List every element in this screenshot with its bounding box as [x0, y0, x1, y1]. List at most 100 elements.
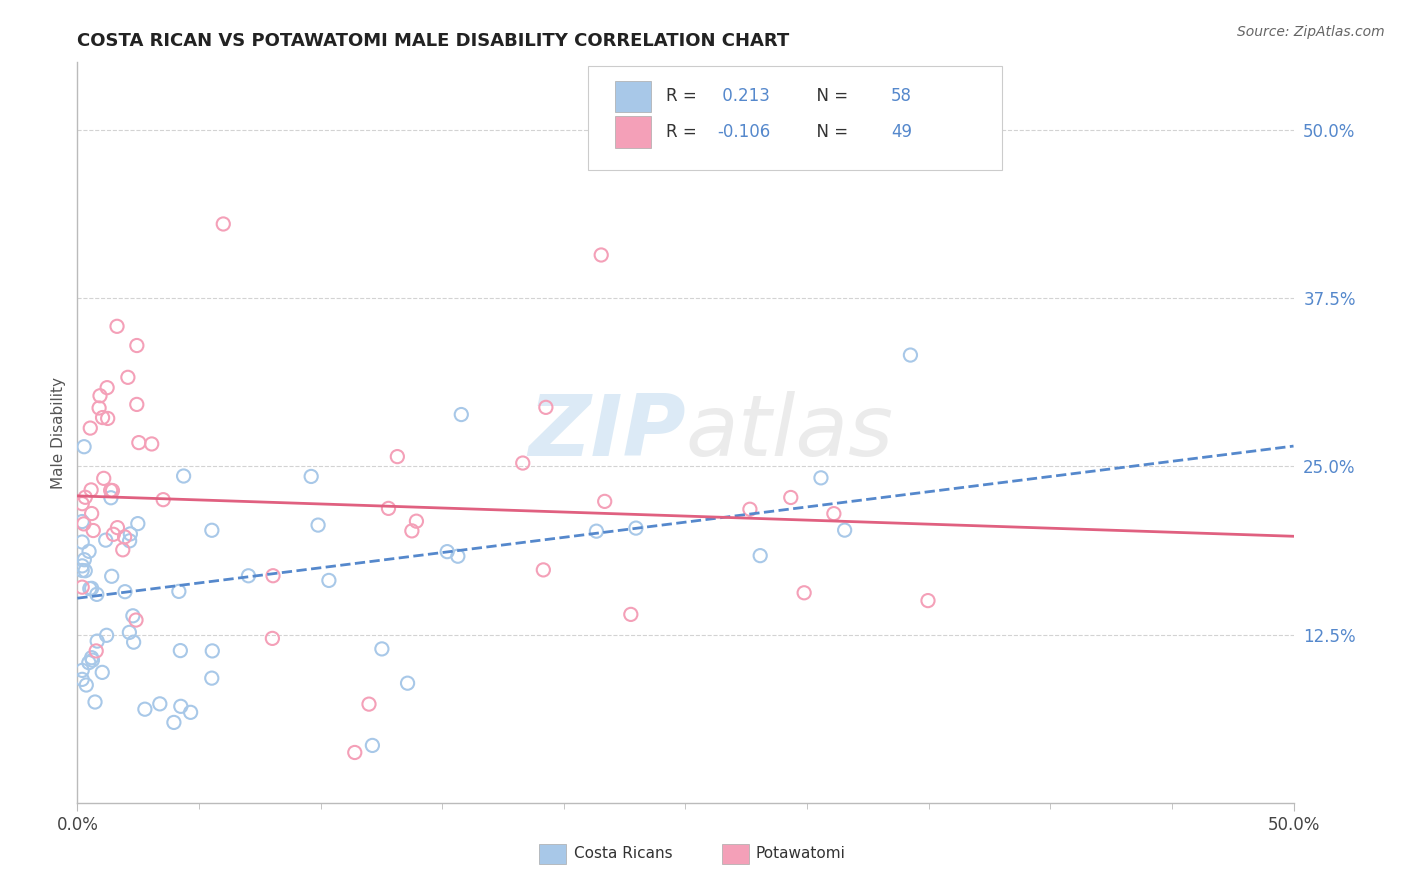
Point [80, 483, 103, 497]
Point [173, 469, 195, 483]
Point [86, 634, 108, 648]
Point [169, 643, 191, 657]
FancyBboxPatch shape [540, 844, 567, 864]
Point [624, 521, 647, 535]
Point [100, 491, 122, 505]
Text: R =: R = [666, 123, 702, 141]
Point [70, 497, 93, 511]
Point [125, 613, 148, 627]
Point [96, 381, 118, 395]
Point [127, 516, 149, 531]
Point [70, 673, 93, 687]
Point [75, 564, 97, 578]
Point [70, 515, 93, 529]
Point [593, 494, 616, 508]
Text: N =: N = [806, 123, 853, 141]
Point [299, 469, 322, 483]
Point [823, 507, 845, 521]
FancyBboxPatch shape [588, 66, 1001, 169]
Point [82, 653, 104, 667]
Point [447, 549, 470, 564]
FancyBboxPatch shape [614, 81, 651, 112]
Point [75, 678, 97, 692]
Point [436, 544, 458, 558]
Text: Potawatomi: Potawatomi [756, 846, 846, 861]
Point [531, 563, 554, 577]
Point [93, 471, 115, 485]
Point [738, 502, 761, 516]
Point [163, 715, 186, 730]
Point [591, 248, 613, 262]
Point [141, 437, 163, 451]
Point [793, 586, 815, 600]
Point [917, 593, 939, 607]
Point [620, 607, 643, 622]
Point [212, 217, 235, 231]
Point [125, 397, 148, 411]
Point [80, 650, 103, 665]
Point [111, 542, 134, 557]
Point [97, 411, 120, 425]
Point [307, 518, 329, 533]
Point [128, 435, 150, 450]
Point [585, 524, 607, 538]
Point [900, 348, 922, 362]
Point [122, 608, 145, 623]
Point [84, 644, 107, 658]
Point [262, 632, 284, 646]
Point [152, 492, 174, 507]
Point [73, 440, 96, 454]
Text: Source: ZipAtlas.com: Source: ZipAtlas.com [1237, 25, 1385, 39]
Point [377, 501, 399, 516]
Point [84, 695, 107, 709]
Point [401, 524, 423, 538]
Point [114, 530, 136, 544]
Point [201, 671, 224, 685]
Point [361, 739, 384, 753]
Point [103, 527, 125, 541]
FancyBboxPatch shape [614, 117, 651, 147]
Point [105, 319, 128, 334]
Point [73, 516, 96, 531]
Point [80, 582, 103, 596]
Text: 58: 58 [891, 87, 912, 105]
Point [79, 421, 101, 435]
Point [86, 587, 108, 601]
Point [387, 450, 409, 464]
Text: Costa Ricans: Costa Ricans [574, 846, 672, 861]
Point [357, 697, 380, 711]
Point [100, 569, 122, 583]
Point [118, 533, 141, 548]
Point [167, 584, 190, 599]
Point [96, 628, 118, 642]
Point [779, 491, 801, 505]
Text: ZIP: ZIP [527, 391, 686, 475]
Point [101, 483, 124, 498]
Point [87, 401, 110, 415]
Point [70, 664, 93, 678]
Point [170, 699, 193, 714]
Point [180, 706, 202, 720]
Point [91, 665, 114, 680]
Point [89, 389, 111, 403]
Point [117, 370, 139, 384]
Point [70, 564, 93, 578]
Point [107, 521, 129, 535]
Point [238, 569, 260, 583]
Point [70, 558, 93, 573]
Point [118, 625, 141, 640]
Point [122, 635, 145, 649]
Point [125, 338, 148, 352]
Point [82, 524, 104, 538]
Point [405, 514, 427, 528]
Point [262, 568, 284, 582]
Point [201, 644, 224, 658]
Point [94, 533, 117, 548]
Point [149, 697, 172, 711]
Text: -0.106: -0.106 [717, 123, 770, 141]
Point [834, 523, 856, 537]
Point [77, 544, 100, 558]
Point [77, 656, 100, 670]
Point [100, 483, 122, 498]
Point [749, 549, 772, 563]
